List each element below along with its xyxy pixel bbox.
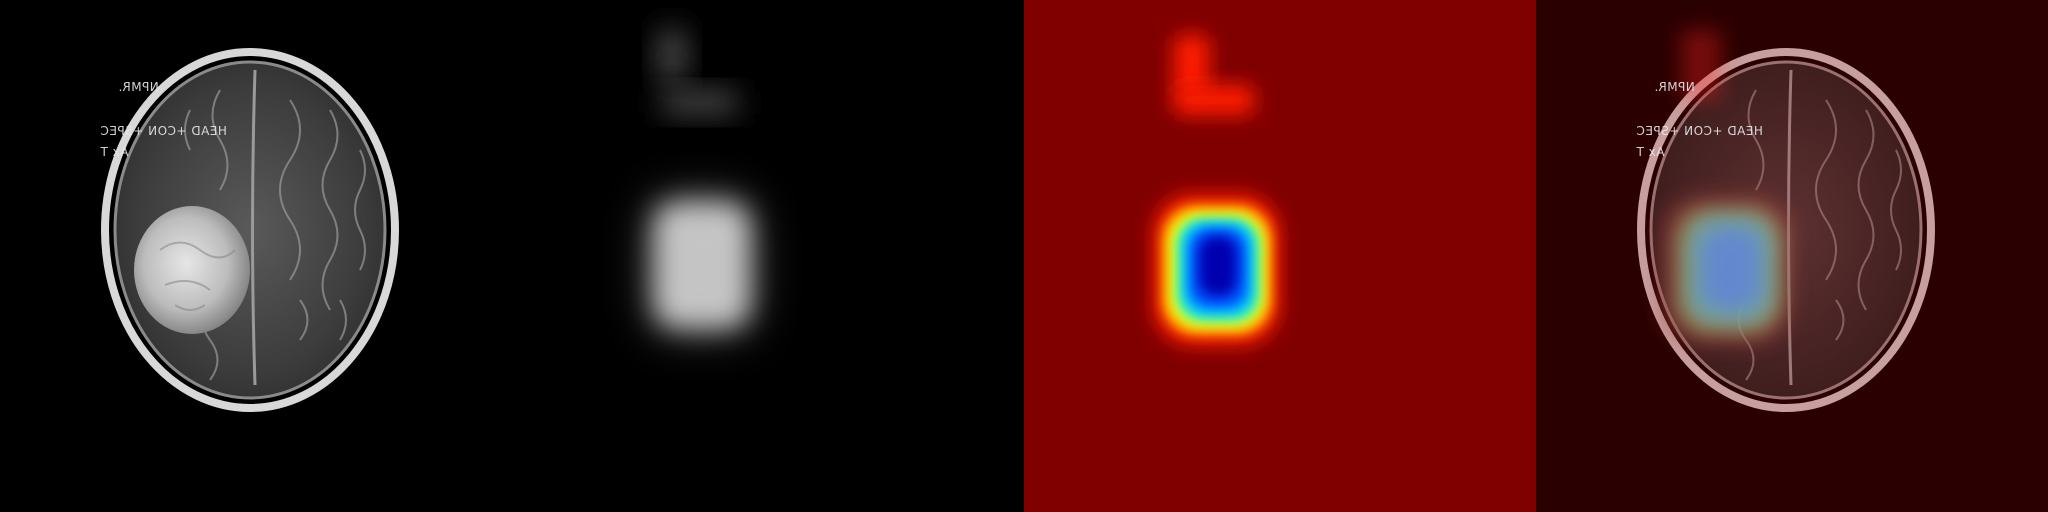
- overlay-panel: NPMR. HEAD +CON +SPEC Ax T: [1536, 0, 2048, 512]
- scan-label-line2: HEAD +CON +SPEC: [100, 124, 227, 138]
- overlay-scan-label-line3: Ax T: [1636, 145, 1665, 159]
- scan-label-line1: NPMR.: [118, 80, 159, 94]
- grayscale-activation-panel: [512, 0, 1024, 512]
- jet-heatmap-panel: [1024, 0, 1536, 512]
- grayscale-activation-map: [512, 0, 1024, 512]
- scan-label-line3: Ax T: [100, 145, 129, 159]
- overlay-scan-label-line1: NPMR.: [1654, 80, 1695, 94]
- overlay-scan-label-line2: HEAD +CON +SPEC: [1636, 124, 1763, 138]
- original-mri-panel: NPMR. HEAD +CON +SPEC Ax T: [0, 0, 512, 512]
- overlay-image: [1536, 0, 2048, 512]
- jet-heatmap: [1024, 0, 1536, 512]
- brain-mri-image: [0, 0, 512, 512]
